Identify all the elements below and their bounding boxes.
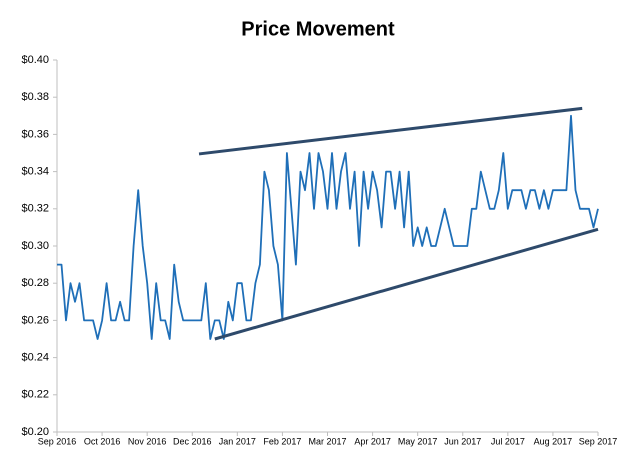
x-tick-label: Oct 2016 (84, 436, 121, 446)
x-tick-label: Nov 2016 (128, 436, 167, 446)
price-line (57, 114, 599, 340)
y-tick-label: $0.38 (21, 91, 49, 103)
x-tick-label: Feb 2017 (263, 436, 301, 446)
y-tick-label: $0.22 (21, 389, 49, 401)
x-tick-label: Sep 2017 (579, 436, 618, 446)
x-tick-label: Sep 2016 (38, 436, 77, 446)
x-tick-label: Aug 2017 (534, 436, 573, 446)
y-tick-label: $0.36 (21, 128, 49, 140)
y-tick-label: $0.24 (21, 352, 49, 364)
x-tick-label: Mar 2017 (308, 436, 346, 446)
y-tick-label: $0.20 (21, 426, 49, 438)
trend-line (198, 106, 583, 156)
y-tick-label: $0.40 (21, 54, 49, 66)
x-tick-label: Jun 2017 (444, 436, 481, 446)
x-tick-label: Dec 2016 (173, 436, 212, 446)
x-tick-label: Apr 2017 (354, 436, 391, 446)
x-tick-label: May 2017 (398, 436, 438, 446)
y-tick-label: $0.26 (21, 314, 49, 326)
y-tick-label: $0.34 (21, 166, 49, 178)
y-tick-label: $0.32 (21, 203, 49, 215)
x-tick-label: Jan 2017 (219, 436, 256, 446)
y-tick-label: $0.28 (21, 277, 49, 289)
chart-title: Price Movement (241, 18, 395, 40)
trend-line (214, 227, 599, 341)
x-tick-label: Jul 2017 (491, 436, 525, 446)
y-tick-label: $0.30 (21, 240, 49, 252)
